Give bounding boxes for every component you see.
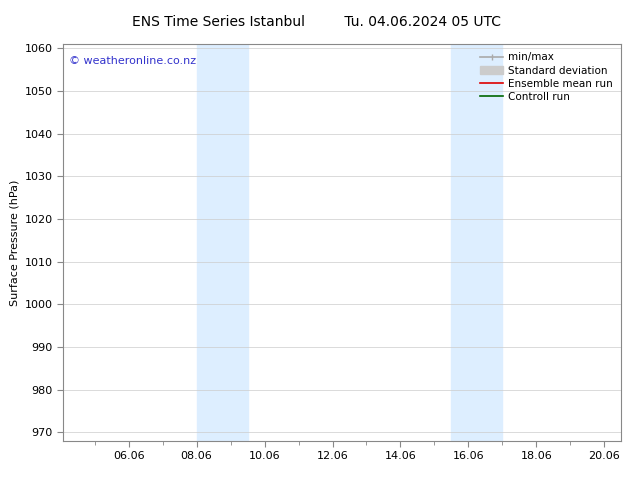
Bar [451, 44, 502, 441]
Y-axis label: Surface Pressure (hPa): Surface Pressure (hPa) [10, 179, 19, 306]
Text: © weatheronline.co.nz: © weatheronline.co.nz [69, 56, 196, 66]
Legend: min/max, Standard deviation, Ensemble mean run, Controll run: min/max, Standard deviation, Ensemble me… [477, 49, 616, 105]
Bar [197, 44, 247, 441]
Text: ENS Time Series Istanbul         Tu. 04.06.2024 05 UTC: ENS Time Series Istanbul Tu. 04.06.2024 … [133, 15, 501, 29]
